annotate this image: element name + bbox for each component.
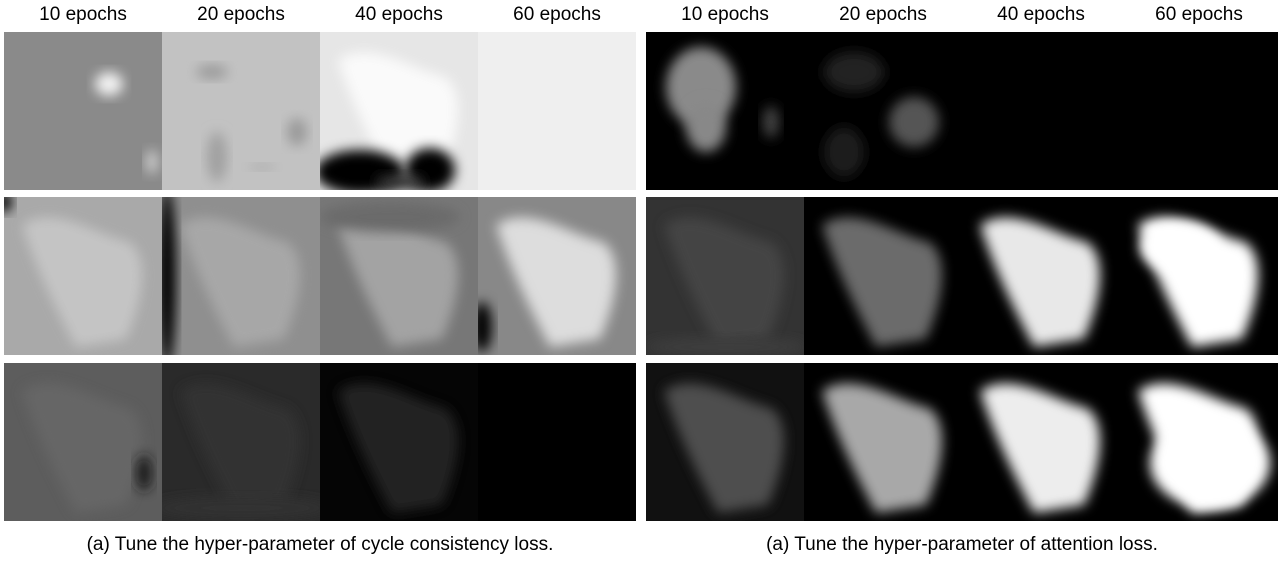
image-blob (980, 383, 1100, 513)
image-background (1120, 32, 1278, 190)
image-blob (664, 217, 784, 347)
image-blob (664, 383, 784, 513)
caption: (a) Tune the hyper-parameter of cycle co… (87, 534, 554, 555)
image-background (4, 32, 162, 190)
image-blob (136, 455, 152, 491)
result-image (962, 197, 1120, 355)
image-background (478, 363, 636, 521)
column-header: 60 epochs (513, 4, 601, 25)
image-blob (763, 106, 779, 138)
image-blob (666, 47, 736, 127)
image-background (962, 32, 1120, 190)
image-blob (824, 127, 864, 177)
result-image (320, 197, 478, 355)
image-blob (375, 174, 425, 190)
result-image (4, 197, 162, 355)
image-blob (180, 217, 300, 347)
column-header: 20 epochs (839, 4, 927, 25)
image-blob (478, 302, 492, 352)
column-header: 60 epochs (1155, 4, 1243, 25)
image-blob (180, 383, 300, 513)
image-blob (207, 132, 227, 182)
image-blob (824, 52, 884, 92)
result-image (1120, 197, 1278, 355)
image-blob (496, 217, 616, 347)
image-blob (686, 102, 726, 152)
image-blob (822, 383, 942, 513)
result-image (646, 197, 804, 355)
column-header: 10 epochs (39, 4, 127, 25)
result-image (804, 197, 962, 355)
image-blob (22, 217, 142, 347)
image-background (478, 32, 636, 190)
result-image (4, 32, 162, 190)
column-header: 40 epochs (997, 4, 1085, 25)
image-background (162, 32, 320, 190)
image-blob (248, 164, 276, 170)
column-header: 40 epochs (355, 4, 443, 25)
result-image (162, 32, 320, 190)
caption: (a) Tune the hyper-parameter of attentio… (766, 534, 1158, 555)
image-grid (4, 32, 1278, 521)
column-header: 20 epochs (197, 4, 285, 25)
column-header: 10 epochs (681, 4, 769, 25)
image-blob (1140, 222, 1220, 272)
image-blob (22, 383, 142, 513)
result-image (1120, 363, 1278, 521)
result-image (962, 363, 1120, 521)
result-image (478, 32, 636, 190)
image-blob (287, 118, 307, 146)
image-blob (980, 217, 1100, 347)
result-image (162, 197, 320, 355)
image-blob (162, 197, 176, 355)
image-blob (146, 150, 158, 174)
image-blob (889, 97, 939, 147)
image-blob (4, 197, 12, 212)
result-image (478, 363, 636, 521)
image-blob (646, 337, 804, 355)
result-image (962, 32, 1120, 190)
result-image (646, 363, 804, 521)
image-blob (822, 217, 942, 347)
image-blob (338, 383, 458, 513)
image-blob (320, 202, 460, 232)
image-blob (1150, 418, 1270, 508)
image-blob (95, 72, 123, 96)
result-image (162, 363, 320, 521)
result-image (804, 32, 962, 190)
image-blob (162, 496, 320, 520)
image-blob (196, 65, 228, 79)
result-image (478, 197, 636, 355)
result-image (320, 32, 478, 190)
result-image (1120, 32, 1278, 190)
result-image (646, 32, 804, 190)
image-blob (338, 217, 458, 347)
result-image (320, 363, 478, 521)
result-image (4, 363, 162, 521)
result-image (804, 363, 962, 521)
